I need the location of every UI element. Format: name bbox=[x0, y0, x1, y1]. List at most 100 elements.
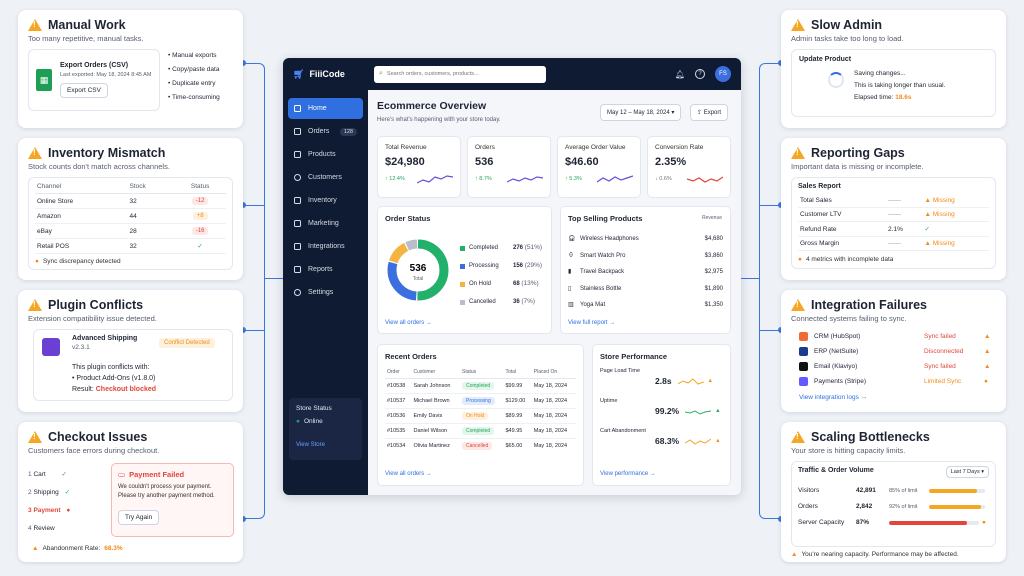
warning-icon: ▲ bbox=[791, 551, 798, 558]
checkout-card: Checkout Issues Customers face errors du… bbox=[18, 422, 243, 562]
conversion-sparkline bbox=[687, 176, 723, 183]
order-status-panel: Order Status 536 Total Completed 276 (51%… bbox=[377, 206, 552, 334]
puzzle-icon bbox=[42, 338, 60, 356]
step-review: 4 Review bbox=[28, 525, 55, 532]
payment-error-message: We couldn't process your payment. Please… bbox=[118, 484, 215, 499]
inventory-table: Channel Stock Status Online Store 32 -12 Ama… bbox=[35, 180, 226, 254]
view-full-report-link[interactable]: View full report → bbox=[568, 320, 616, 326]
status-legend-item: Completed 276 (51%) bbox=[460, 239, 546, 257]
sidebar-item-integrations[interactable]: Integrations bbox=[288, 236, 363, 257]
headphones-icon: 🎧︎ bbox=[568, 236, 576, 242]
view-all-orders-link-2[interactable]: View all orders → bbox=[385, 471, 432, 477]
donut-total: 536 bbox=[410, 263, 427, 274]
perf-row: Page Load Time 2.8s ▲ bbox=[600, 368, 713, 386]
help-icon[interactable]: ? bbox=[695, 69, 705, 79]
hubspot-icon bbox=[799, 332, 808, 341]
table-row: eBay 28 -16 bbox=[35, 223, 226, 239]
perf-row: Cart Abandonment 68.3% ▲ bbox=[600, 428, 721, 446]
box-icon bbox=[294, 151, 301, 158]
aov-sparkline bbox=[597, 175, 633, 183]
product-row: 🎧︎ Wireless Headphones $4,680 bbox=[568, 231, 723, 248]
table-row: Customer LTV —— ▲ Missing bbox=[798, 207, 989, 222]
export-csv-button[interactable]: Export CSV bbox=[60, 83, 108, 98]
abandonment-rate: ▲ Abandonment Rate: 68.3% bbox=[32, 545, 123, 552]
sidebar-item-customers[interactable]: Customers bbox=[288, 167, 363, 188]
user-icon bbox=[294, 174, 301, 181]
table-row: Online Store 32 -12 bbox=[35, 193, 226, 209]
inventory-subtitle: Stock counts don't match across channels… bbox=[28, 162, 170, 171]
table-row[interactable]: #10534 Olivia Martinez Cancelled $65.00 May … bbox=[387, 442, 568, 450]
megaphone-icon bbox=[294, 220, 301, 227]
recent-orders-table: Order Customer Status Total Placed On #10538… bbox=[385, 366, 576, 453]
load-sparkline bbox=[677, 377, 704, 385]
warning-icon bbox=[28, 19, 42, 31]
table-row: Total Sales —— ▲ Missing bbox=[798, 194, 989, 208]
sidebar-item-orders[interactable]: Orders 128 bbox=[288, 121, 363, 142]
warning-icon bbox=[28, 431, 42, 443]
table-row[interactable]: #10538 Sarah Johnson Completed $99.99 May 18… bbox=[385, 378, 576, 394]
card-icon: ▭ bbox=[118, 470, 126, 479]
bell-icon[interactable]: 🔔︎ bbox=[674, 69, 685, 79]
product-row: ▮ Travel Backpack $2,975 bbox=[568, 264, 723, 281]
view-all-orders-link[interactable]: View all orders → bbox=[385, 320, 432, 326]
metric-row: Orders 2,842 92% of limit bbox=[798, 499, 989, 515]
sidebar-item-inventory[interactable]: Inventory bbox=[288, 190, 363, 211]
chart-icon bbox=[294, 266, 301, 273]
warning-icon: ▲ bbox=[715, 408, 721, 414]
scaling-subtitle: Your store is hitting capacity limits. bbox=[791, 446, 906, 455]
sidebar-item-settings[interactable]: Settings bbox=[288, 282, 363, 303]
try-again-button[interactable]: Try Again bbox=[118, 510, 160, 525]
view-store-link[interactable]: View Store bbox=[296, 442, 325, 448]
page-title: Ecommerce Overview bbox=[377, 100, 487, 112]
sidebar-item-marketing[interactable]: Marketing bbox=[288, 213, 363, 234]
gear-icon bbox=[294, 289, 301, 296]
orders-sparkline bbox=[507, 176, 543, 183]
integration-row: Payments (Stripe) Limited Sync ● bbox=[799, 374, 996, 389]
order-status-donut: 536 Total bbox=[387, 239, 449, 301]
alert-dot-icon: ● bbox=[35, 258, 39, 265]
sidebar-item-home[interactable]: Home bbox=[288, 98, 363, 119]
search-field[interactable] bbox=[386, 71, 537, 77]
spreadsheet-icon: ▦ bbox=[36, 69, 52, 91]
store-status-title: Store Status bbox=[296, 405, 332, 412]
export-title: Export Orders (CSV) bbox=[60, 62, 129, 69]
warning-icon bbox=[28, 147, 42, 159]
scaling-card: Scaling Bottlenecks Your store is hittin… bbox=[781, 422, 1006, 562]
conflict-text: This plugin conflicts with: bbox=[72, 364, 150, 371]
warning-icon bbox=[28, 299, 42, 311]
integration-logs-link[interactable]: View integration logs → bbox=[799, 394, 868, 401]
manual-work-title: Manual Work bbox=[48, 18, 126, 32]
top-bar: 🛒︎ FiiiCode ⌕ 🔔︎ ? FS bbox=[283, 58, 741, 90]
sidebar-item-reports[interactable]: Reports bbox=[288, 259, 363, 280]
table-row[interactable]: #10536 Emily Davis On Hold $89.99 May 18, 20… bbox=[385, 408, 576, 424]
view-performance-link[interactable]: View performance → bbox=[600, 471, 656, 477]
status-legend-item: Cancelled 36 (7%) bbox=[460, 293, 546, 311]
table-row[interactable]: #10535 Daniel Wilson Completed $49.95 May 18… bbox=[385, 423, 576, 439]
plugin-card: Plugin Conflicts Extension compatibility… bbox=[18, 290, 243, 412]
checkout-subtitle: Customers face errors during checkout. bbox=[28, 446, 160, 455]
inventory-card: Inventory Mismatch Stock counts don't ma… bbox=[18, 138, 243, 280]
range-select[interactable]: Last 7 Days ▾ bbox=[945, 466, 989, 478]
spinner-icon bbox=[828, 72, 844, 88]
avatar[interactable]: FS bbox=[715, 66, 731, 82]
sidebar-item-products[interactable]: Products bbox=[288, 144, 363, 165]
conflict-badge: Conflict Detected bbox=[159, 338, 215, 348]
warning-icon bbox=[791, 19, 805, 31]
search-input[interactable]: ⌕ bbox=[374, 65, 546, 83]
warning-icon: ▲ bbox=[707, 378, 713, 384]
longer-text: This is taking longer than usual. bbox=[854, 82, 946, 89]
export-button[interactable]: ⇪ Export bbox=[690, 104, 729, 121]
step-shipping: 2 Shipping ✓ bbox=[28, 489, 71, 496]
product-row: ▯ Stainless Bottle $1,890 bbox=[568, 281, 723, 298]
metric-row: Server Capacity 87% ● bbox=[798, 519, 986, 526]
table-row: Refund Rate 2.1% ✓ bbox=[798, 221, 989, 237]
table-row[interactable]: #10537 Michael Brown Processing $129.00 May … bbox=[385, 393, 576, 409]
reporting-title: Reporting Gaps bbox=[811, 146, 905, 160]
conflict-item: • Product Add-Ons (v1.8.0) bbox=[72, 375, 156, 382]
reporting-footer: 4 metrics with incomplete data bbox=[805, 256, 894, 263]
date-range-picker[interactable]: May 12 – May 18, 2024 ▾ bbox=[600, 104, 682, 121]
plugin-version: v2.3.1 bbox=[72, 344, 90, 351]
stripe-icon bbox=[799, 377, 808, 386]
uptime-sparkline bbox=[685, 409, 712, 415]
manual-work-card: Manual Work Too many repetitive, manual … bbox=[18, 10, 243, 128]
